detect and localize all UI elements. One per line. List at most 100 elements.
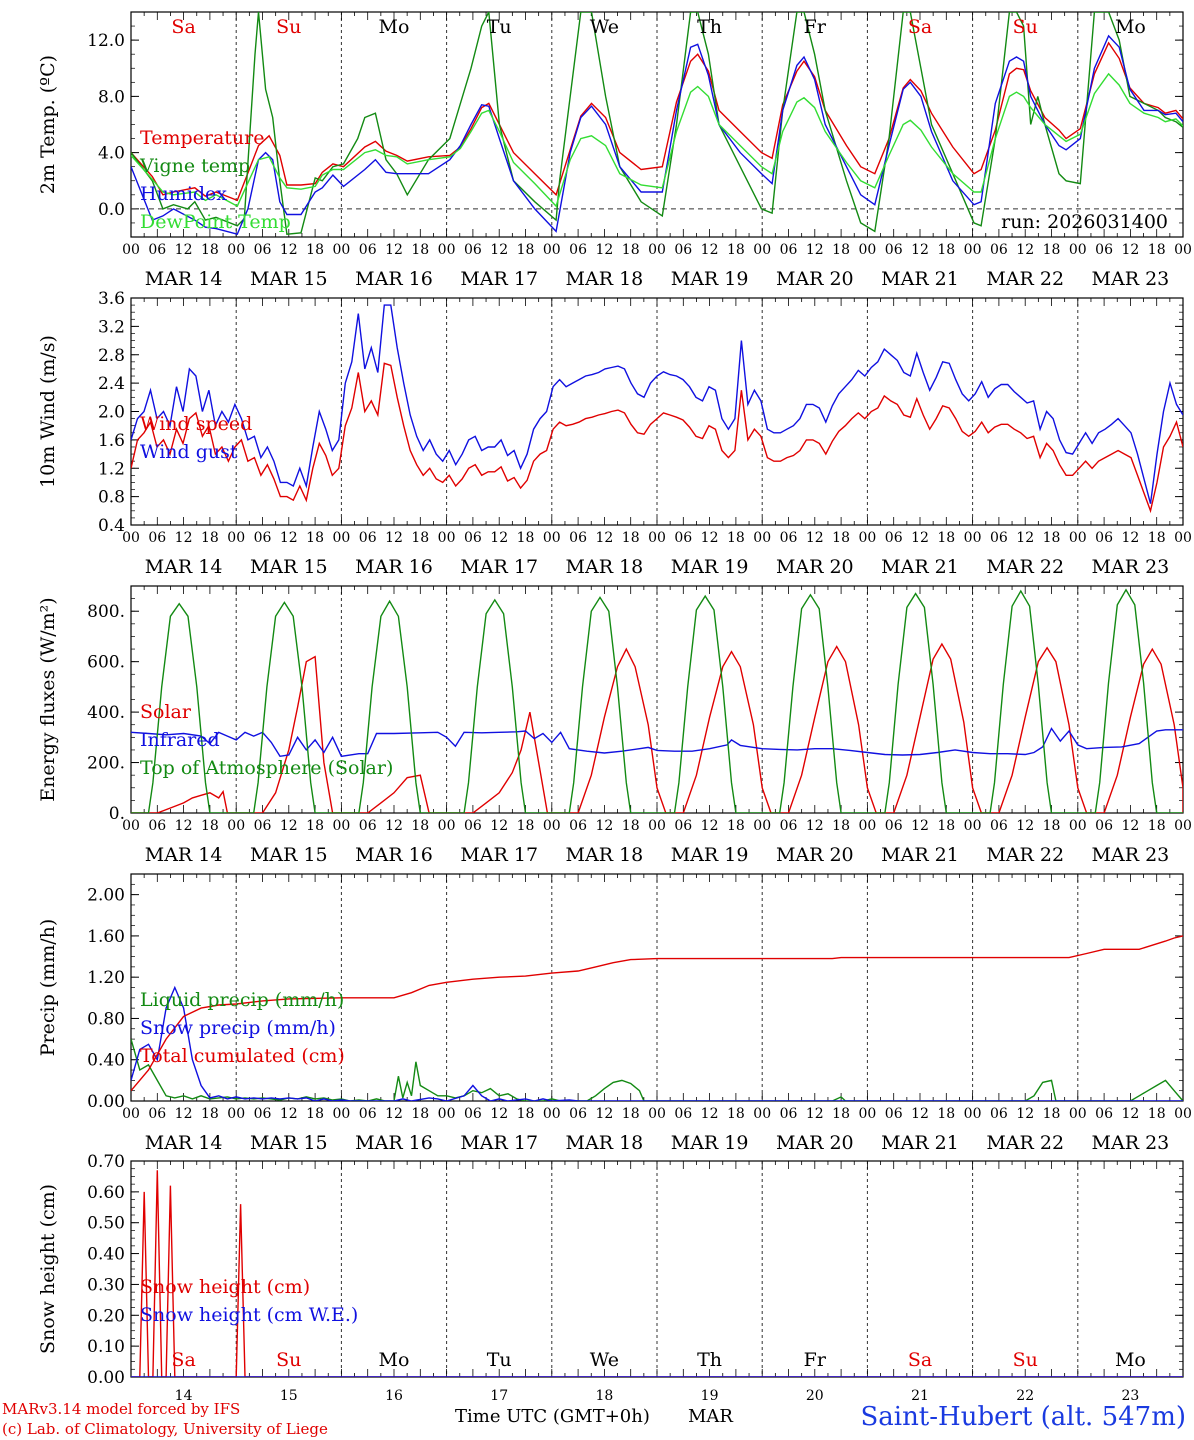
weekday-label: Th <box>697 1349 722 1371</box>
hour-tick-label: 00 <box>122 530 140 546</box>
series-snow-height-cm- <box>131 1170 1183 1377</box>
hour-tick-label: 06 <box>569 242 587 258</box>
hour-tick-label: 18 <box>1043 1106 1061 1122</box>
weekday-label: Su <box>1013 1349 1038 1371</box>
hour-tick-label: 06 <box>674 818 692 834</box>
legend-entry: Snow height (cm) <box>140 1276 310 1298</box>
hour-tick-label: 00 <box>1069 530 1087 546</box>
hour-tick-label: 00 <box>438 1106 456 1122</box>
date-label: MAR 15 <box>250 844 328 866</box>
y-tick-label: 4.0 <box>98 144 125 164</box>
day-number-label: 23 <box>1121 1388 1139 1404</box>
hour-tick-label: 12 <box>595 818 613 834</box>
hour-tick-label: 12 <box>175 242 193 258</box>
legend-entry: Vigne temp <box>139 155 250 177</box>
hour-tick-label: 00 <box>648 818 666 834</box>
legend-entry: Infrared <box>140 729 220 751</box>
hour-tick-label: 00 <box>122 242 140 258</box>
hour-tick-label: 00 <box>858 530 876 546</box>
date-label: MAR 17 <box>460 844 538 866</box>
y-tick-label: 0.30 <box>87 1275 125 1295</box>
series-total-cumulated-cm- <box>131 935 1183 1092</box>
legend-entry: Humidex <box>140 183 227 205</box>
y-tick-label: 3.6 <box>98 289 125 309</box>
hour-tick-label: 00 <box>543 242 561 258</box>
hour-tick-label: 18 <box>622 530 640 546</box>
y-tick-label: 0. <box>109 804 125 824</box>
lab-credit: (c) Lab. of Climatology, University of L… <box>2 1420 328 1438</box>
hour-tick-label: 06 <box>885 530 903 546</box>
legend-entry: Top of Atmosphere (Solar) <box>140 757 393 779</box>
hour-tick-label: 12 <box>175 1106 193 1122</box>
date-label: MAR 14 <box>145 268 223 290</box>
date-label: MAR 21 <box>881 1132 959 1154</box>
weekday-label: Fr <box>804 1349 827 1371</box>
hour-tick-label: 18 <box>517 530 535 546</box>
hour-tick-label: 18 <box>306 818 324 834</box>
hour-tick-label: 06 <box>990 242 1008 258</box>
hour-tick-label: 12 <box>1016 242 1034 258</box>
hour-tick-label: 12 <box>911 818 929 834</box>
date-label: MAR 16 <box>355 1132 433 1154</box>
hour-tick-label: 06 <box>254 242 272 258</box>
hour-tick-label: 00 <box>438 818 456 834</box>
hour-tick-label: 12 <box>175 530 193 546</box>
hour-tick-label: 00 <box>438 242 456 258</box>
y-tick-label: 2.00 <box>87 886 125 906</box>
legend-entry: Total cumulated (cm) <box>140 1045 345 1067</box>
hour-tick-label: 12 <box>1016 1106 1034 1122</box>
weekday-label: Sa <box>908 16 932 38</box>
hour-tick-label: 00 <box>753 242 771 258</box>
hour-tick-label: 12 <box>595 242 613 258</box>
hour-tick-label: 18 <box>727 818 745 834</box>
hour-tick-label: 18 <box>306 530 324 546</box>
weekday-label: We <box>590 1349 619 1371</box>
hour-tick-label: 06 <box>780 242 798 258</box>
hour-tick-label: 12 <box>1121 818 1139 834</box>
hour-tick-label: 18 <box>937 242 955 258</box>
hour-tick-label: 12 <box>701 530 719 546</box>
y-tick-label: 0.40 <box>87 1051 125 1071</box>
hour-tick-label: 06 <box>359 818 377 834</box>
legend-entry: Solar <box>140 701 192 723</box>
hour-tick-label: 00 <box>1174 1106 1192 1122</box>
hour-tick-label: 06 <box>569 530 587 546</box>
hour-tick-label: 06 <box>148 818 166 834</box>
hour-tick-label: 06 <box>569 1106 587 1122</box>
weekday-label: Mo <box>379 1349 410 1371</box>
run-label: run: 2026031400 <box>1001 211 1168 233</box>
date-label: MAR 18 <box>566 844 644 866</box>
hour-tick-label: 12 <box>1121 242 1139 258</box>
hour-tick-label: 12 <box>911 1106 929 1122</box>
hour-tick-label: 06 <box>359 1106 377 1122</box>
hour-tick-label: 06 <box>569 818 587 834</box>
hour-tick-label: 06 <box>885 818 903 834</box>
hour-tick-label: 18 <box>201 1106 219 1122</box>
hour-tick-label: 12 <box>1016 530 1034 546</box>
date-label: MAR 16 <box>355 844 433 866</box>
hour-tick-label: 06 <box>254 818 272 834</box>
date-label: MAR 23 <box>1092 844 1170 866</box>
hour-tick-label: 12 <box>1121 530 1139 546</box>
series-solar <box>131 642 1183 813</box>
weekday-label: Su <box>1013 16 1038 38</box>
hour-tick-label: 12 <box>385 1106 403 1122</box>
legend-entry: Snow precip (mm/h) <box>140 1017 336 1039</box>
weekday-label: We <box>590 16 619 38</box>
hour-tick-label: 12 <box>701 242 719 258</box>
date-label: MAR 23 <box>1092 268 1170 290</box>
date-label: MAR 15 <box>250 268 328 290</box>
date-label: MAR 19 <box>671 268 749 290</box>
hour-tick-label: 18 <box>1043 242 1061 258</box>
y-tick-label: 0.0 <box>98 200 125 220</box>
day-number-label: 14 <box>175 1388 193 1404</box>
hour-tick-label: 12 <box>280 530 298 546</box>
hour-tick-label: 00 <box>964 530 982 546</box>
hour-tick-label: 06 <box>885 242 903 258</box>
y-tick-label: 1.2 <box>98 459 125 479</box>
date-label: MAR 21 <box>881 844 959 866</box>
hour-tick-label: 18 <box>517 1106 535 1122</box>
hour-tick-label: 00 <box>438 530 456 546</box>
hour-tick-label: 00 <box>1069 242 1087 258</box>
y-axis-label: Snow height (cm) <box>37 1184 59 1354</box>
